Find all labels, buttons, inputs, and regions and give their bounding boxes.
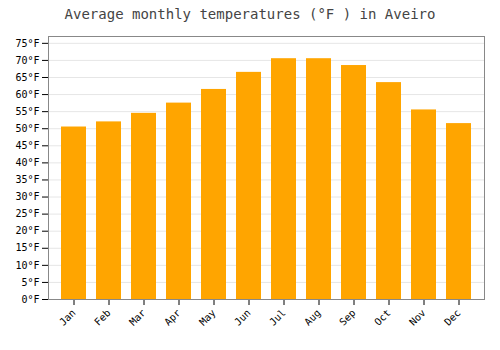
svg-text:20°F: 20°F — [15, 225, 39, 236]
svg-text:35°F: 35°F — [15, 174, 39, 185]
svg-text:25°F: 25°F — [15, 208, 39, 219]
svg-text:Jan: Jan — [57, 307, 78, 328]
svg-text:15°F: 15°F — [15, 242, 39, 253]
svg-text:Jul: Jul — [267, 307, 288, 328]
svg-text:May: May — [197, 307, 218, 328]
svg-text:0°F: 0°F — [21, 294, 39, 305]
svg-text:55°F: 55°F — [15, 106, 39, 117]
svg-text:5°F: 5°F — [21, 277, 39, 288]
svg-text:10°F: 10°F — [15, 260, 39, 271]
svg-text:65°F: 65°F — [15, 72, 39, 83]
svg-text:Aug: Aug — [302, 307, 323, 328]
svg-text:Nov: Nov — [407, 307, 428, 328]
svg-text:60°F: 60°F — [15, 89, 39, 100]
svg-text:40°F: 40°F — [15, 157, 39, 168]
svg-text:Apr: Apr — [162, 307, 183, 328]
svg-text:Dec: Dec — [442, 307, 463, 328]
svg-text:Feb: Feb — [92, 307, 113, 328]
svg-text:50°F: 50°F — [15, 123, 39, 134]
svg-text:45°F: 45°F — [15, 140, 39, 151]
svg-text:Sep: Sep — [337, 307, 358, 328]
html-text:Average monthly temperatures (: Average monthly temperatures (°F ) in Av… — [64, 6, 436, 22]
svg-text:30°F: 30°F — [15, 191, 39, 202]
svg-text:Jun: Jun — [232, 307, 253, 328]
svg-text:Oct: Oct — [372, 307, 393, 328]
svg-text:75°F: 75°F — [15, 38, 39, 49]
svg-text:70°F: 70°F — [15, 55, 39, 66]
svg-text:Mar: Mar — [127, 307, 148, 328]
